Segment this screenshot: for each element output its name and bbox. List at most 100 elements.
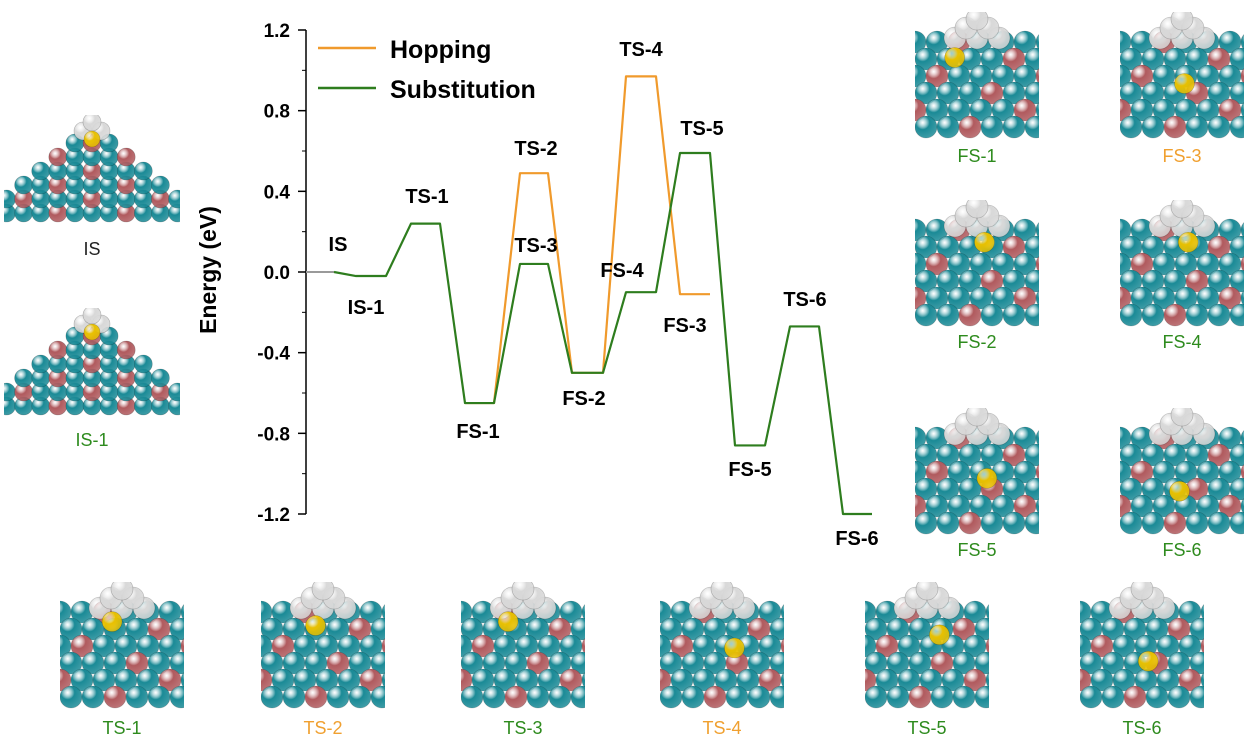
metal-atom	[1200, 672, 1204, 688]
structure-image-fs-5	[915, 408, 1039, 535]
carbon-atom	[48, 147, 68, 167]
metal-atom	[1229, 477, 1244, 501]
surface-atom	[915, 582, 939, 601]
metal-atom	[581, 604, 585, 620]
metal-atom	[1240, 290, 1244, 306]
metal-atom	[1189, 651, 1204, 675]
state-label-is: IS	[329, 234, 348, 256]
metal-atom	[1024, 81, 1039, 105]
metal-atom	[1229, 115, 1244, 139]
metal-atom	[1035, 34, 1039, 50]
metal-atom	[1101, 685, 1125, 709]
metal-atom	[1035, 222, 1039, 238]
structure-caption-is-1: IS-1	[75, 430, 109, 450]
metal-atom	[1207, 511, 1231, 535]
structure-panel-ts-5: TS-5	[865, 582, 989, 739]
dopant-atom	[944, 47, 965, 68]
carbon-atom	[1035, 68, 1039, 84]
metal-atom	[974, 651, 989, 675]
structure-panel-ts-6: TS-6	[1080, 582, 1204, 739]
structure-caption-fs-3: FS-3	[1162, 146, 1202, 166]
metal-atom	[1229, 235, 1244, 259]
state-label-fs-6: FS-6	[835, 528, 878, 550]
structure-image-is	[4, 115, 180, 223]
structure-caption-fs-2: FS-2	[957, 332, 997, 352]
metal-atom	[1185, 303, 1209, 327]
metal-atom	[780, 672, 784, 688]
metal-atom	[1240, 430, 1244, 446]
metal-atom	[980, 511, 1004, 535]
dopant-atom	[101, 611, 123, 632]
surface-atom	[1170, 408, 1194, 427]
metal-atom	[31, 354, 51, 374]
carbon-atom	[304, 685, 328, 709]
metal-atom	[725, 685, 749, 709]
structure-image-fs-1	[915, 12, 1039, 139]
metal-atom	[865, 685, 888, 709]
legend: Hopping Substitution	[318, 36, 536, 104]
dopant-atom	[497, 611, 519, 632]
carbon-atom	[180, 638, 184, 654]
structure-image-is-1	[4, 308, 180, 416]
structure-panel-fs-5: FS-5	[915, 408, 1039, 561]
metal-atom	[1189, 617, 1204, 641]
metal-atom	[974, 617, 989, 641]
metal-atom	[936, 115, 960, 139]
structure-panel-fs-2: FS-2	[915, 200, 1039, 353]
state-label-fs-2: FS-2	[562, 388, 605, 410]
structure-image-ts-1	[60, 582, 184, 709]
surface-atom	[965, 200, 989, 219]
state-label-ts-4: TS-4	[619, 39, 663, 61]
structure-image-ts-4	[660, 582, 784, 709]
structure-caption-ts-6: TS-6	[1122, 718, 1162, 738]
metal-atom	[952, 685, 976, 709]
metal-atom	[168, 382, 180, 402]
carbon-atom	[504, 685, 528, 709]
dopant-atom	[83, 323, 101, 341]
metal-atom	[930, 685, 954, 709]
structure-caption-ts-2: TS-2	[303, 718, 343, 738]
structure-panel-fs-1: FS-1	[915, 12, 1039, 167]
metal-atom	[370, 617, 385, 641]
metal-atom	[570, 617, 585, 641]
hopping-series-line	[465, 75, 710, 405]
metal-atom	[1035, 498, 1039, 514]
metal-atom	[570, 651, 585, 675]
y-tick-label: -1.2	[257, 505, 290, 526]
y-tick-label: 0.4	[264, 182, 291, 203]
structure-panel-ts-1: TS-1	[60, 582, 184, 739]
dopant-atom	[974, 231, 995, 253]
structure-caption-fs-5: FS-5	[957, 540, 997, 560]
metal-atom	[769, 617, 784, 641]
structure-caption-fs-4: FS-4	[1162, 332, 1202, 352]
metal-atom	[769, 651, 784, 675]
metal-atom	[780, 604, 784, 620]
state-label-fs-3: FS-3	[663, 315, 706, 337]
structure-panel-ts-4: TS-4	[660, 582, 784, 739]
metal-atom	[169, 617, 184, 641]
metal-atom	[1229, 81, 1244, 105]
metal-atom	[1035, 430, 1039, 446]
state-label-ts-2: TS-2	[514, 138, 557, 160]
metal-atom	[1207, 115, 1231, 139]
metal-atom	[1002, 115, 1026, 139]
metal-atom	[1024, 269, 1039, 293]
metal-atom	[1024, 511, 1039, 535]
structure-caption-ts-1: TS-1	[102, 718, 142, 738]
metal-atom	[261, 685, 284, 709]
carbon-atom	[116, 147, 136, 167]
surface-atom	[1170, 12, 1194, 31]
metal-atom	[1207, 303, 1231, 327]
metal-atom	[985, 672, 989, 688]
metal-atom	[1200, 604, 1204, 620]
dopant-atom	[724, 637, 745, 659]
metal-atom	[151, 175, 170, 195]
y-tick-label: -0.4	[257, 344, 290, 365]
legend-substitution-label: Substitution	[390, 76, 536, 104]
metal-atom	[936, 511, 960, 535]
metal-atom	[147, 685, 171, 709]
metal-atom	[1229, 47, 1244, 71]
metal-atom	[168, 189, 180, 209]
metal-atom	[915, 115, 938, 139]
